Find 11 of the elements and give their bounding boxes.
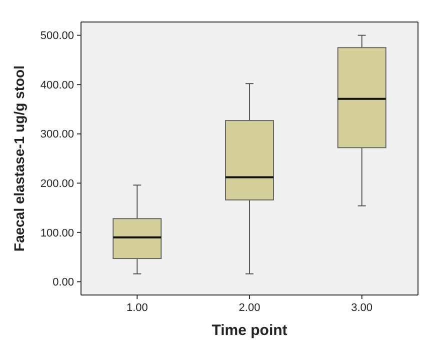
x-axis-title: Time point: [212, 322, 288, 339]
x-tick-label: 1.00: [126, 302, 148, 314]
y-tick-label: 100.00: [40, 227, 74, 240]
x-tick-label: 3.00: [351, 302, 373, 314]
y-axis-title: Faecal elastase-1 ug/g stool: [11, 66, 27, 252]
y-tick-label: 200.00: [40, 178, 74, 190]
y-tick-label: 300.00: [40, 128, 74, 141]
x-tick-label: 2.00: [238, 302, 260, 314]
y-tick-label: 500.00: [40, 30, 74, 42]
y-tick-label: 0.00: [52, 276, 74, 289]
y-tick-label: 400.00: [40, 79, 74, 92]
